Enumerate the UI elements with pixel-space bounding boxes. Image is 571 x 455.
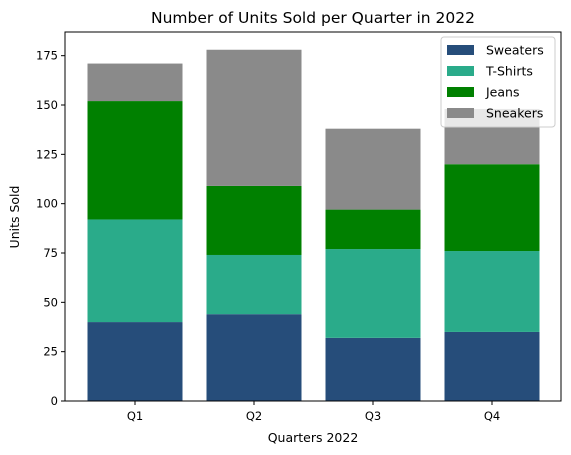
legend-label-sweaters: Sweaters bbox=[486, 43, 544, 58]
y-axis-label: Units Sold bbox=[7, 186, 22, 249]
chart-title: Number of Units Sold per Quarter in 2022 bbox=[151, 9, 475, 27]
bar-t-shirts-q1 bbox=[87, 219, 183, 323]
plot-frame bbox=[64, 31, 562, 402]
y-tick-label: 125 bbox=[36, 147, 58, 161]
x-tick-label-q1: Q1 bbox=[127, 409, 143, 423]
legend-swatch-jeans bbox=[447, 87, 474, 97]
legend-swatch-sneakers bbox=[447, 108, 474, 118]
bar-jeans-q3 bbox=[325, 209, 421, 250]
legend-label-sneakers: Sneakers bbox=[486, 106, 543, 121]
y-tick-label: 75 bbox=[43, 246, 58, 260]
x-tick-label-q4: Q4 bbox=[484, 409, 500, 423]
y-tick-label: 0 bbox=[51, 394, 58, 408]
y-tick-label: 25 bbox=[43, 345, 58, 359]
bar-t-shirts-q3 bbox=[325, 249, 421, 338]
bar-sweaters-q3 bbox=[325, 337, 421, 401]
y-tick-label: 175 bbox=[36, 49, 58, 63]
bar-sweaters-q1 bbox=[87, 322, 183, 401]
bar-jeans-q1 bbox=[87, 101, 183, 220]
legend-swatch-sweaters bbox=[447, 45, 474, 55]
bar-jeans-q2 bbox=[206, 185, 302, 255]
bar-sweaters-q4 bbox=[444, 331, 540, 401]
y-tick-label: 100 bbox=[36, 197, 58, 211]
bar-sneakers-q2 bbox=[206, 49, 302, 186]
legend-label-t-shirts: T-Shirts bbox=[485, 64, 533, 79]
legend: Sweaters T-Shirts Jeans Sneakers bbox=[440, 36, 556, 128]
y-tick-label: 50 bbox=[43, 295, 58, 309]
bar-jeans-q4 bbox=[444, 164, 540, 252]
x-tick-label-q3: Q3 bbox=[365, 409, 381, 423]
x-tick-label-q2: Q2 bbox=[246, 409, 262, 423]
bar-sweaters-q2 bbox=[206, 314, 302, 401]
legend-label-jeans: Jeans bbox=[485, 85, 519, 100]
y-tick-label: 150 bbox=[36, 98, 58, 112]
bar-sneakers-q1 bbox=[87, 63, 183, 102]
bars-layer bbox=[87, 49, 540, 401]
bar-sneakers-q3 bbox=[325, 128, 421, 210]
x-axis: Q1 Q2 Q3 Q4 bbox=[127, 401, 500, 423]
legend-box bbox=[440, 36, 556, 128]
legend-swatch-t-shirts bbox=[447, 66, 474, 76]
bar-t-shirts-q4 bbox=[444, 251, 540, 332]
x-axis-label: Quarters 2022 bbox=[268, 430, 359, 445]
y-axis: 0 25 50 75 100 125 150 175 bbox=[36, 49, 65, 408]
bar-t-shirts-q2 bbox=[206, 254, 302, 315]
